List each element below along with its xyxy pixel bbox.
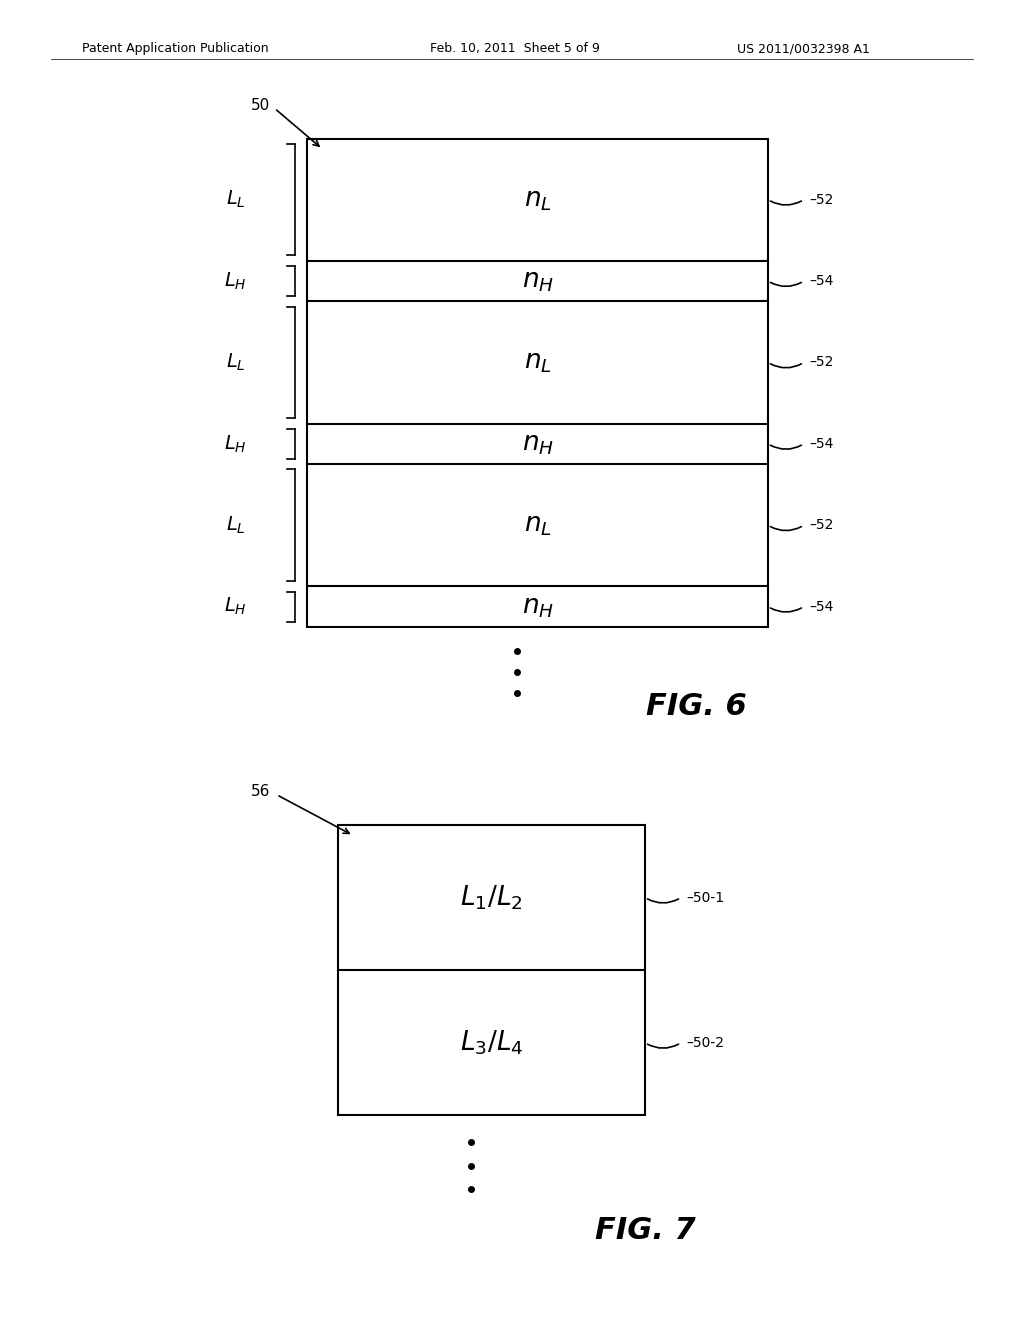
Text: $L_H$: $L_H$ [224,433,247,454]
Text: –52: –52 [809,193,834,207]
Text: –50-2: –50-2 [686,1036,724,1049]
Text: –52: –52 [809,355,834,370]
Text: Feb. 10, 2011  Sheet 5 of 9: Feb. 10, 2011 Sheet 5 of 9 [430,42,600,55]
Bar [338,825,645,1115]
Text: US 2011/0032398 A1: US 2011/0032398 A1 [737,42,870,55]
Text: 50: 50 [251,98,270,114]
Text: $L_L$: $L_L$ [225,352,246,374]
Text: –52: –52 [809,519,834,532]
Text: $L_L$: $L_L$ [225,515,246,536]
Text: –54: –54 [809,437,834,451]
Text: –50-1: –50-1 [686,891,724,904]
Text: $n_L$: $n_L$ [523,186,552,213]
Text: $n_H$: $n_H$ [521,594,554,619]
Bar [307,139,768,627]
Text: –54: –54 [809,599,834,614]
Text: FIG. 6: FIG. 6 [646,692,746,721]
Text: –54: –54 [809,275,834,288]
Text: $n_H$: $n_H$ [521,430,554,457]
Text: $L_H$: $L_H$ [224,597,247,618]
Text: FIG. 7: FIG. 7 [595,1216,695,1245]
Text: $n_H$: $n_H$ [521,268,554,294]
Text: $L_H$: $L_H$ [224,271,247,292]
Text: $L_L$: $L_L$ [225,189,246,210]
Text: $n_L$: $n_L$ [523,350,552,375]
Text: 56: 56 [251,784,270,800]
Text: Patent Application Publication: Patent Application Publication [82,42,268,55]
Text: $L_1/L_2$: $L_1/L_2$ [460,883,523,912]
Text: $L_3/L_4$: $L_3/L_4$ [460,1028,523,1057]
Text: $n_L$: $n_L$ [523,512,552,539]
